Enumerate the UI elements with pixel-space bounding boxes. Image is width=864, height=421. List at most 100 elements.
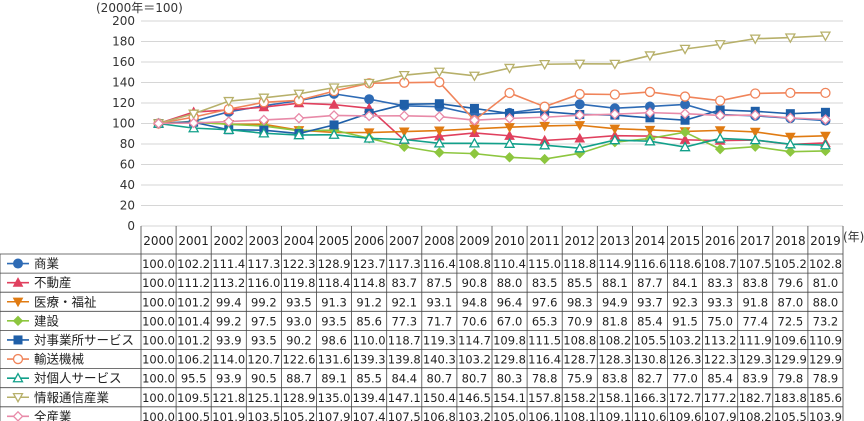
data-point bbox=[398, 133, 410, 144]
table-cell: 108.2 bbox=[739, 410, 772, 421]
table-cell: 139.4 bbox=[353, 391, 386, 405]
table-cell: 105.0 bbox=[493, 410, 526, 421]
data-point bbox=[539, 101, 550, 112]
data-point bbox=[258, 93, 270, 104]
data-point bbox=[714, 109, 726, 121]
table-cell: 130.8 bbox=[633, 353, 666, 367]
data-point bbox=[715, 95, 726, 106]
table-cell: 126.3 bbox=[669, 353, 702, 367]
y-tick-label: 100 bbox=[112, 117, 135, 131]
data-point bbox=[679, 127, 691, 138]
table-cell: 128.3 bbox=[598, 353, 631, 367]
table-cell: 129.8 bbox=[493, 353, 526, 367]
table-cell: 85.4 bbox=[637, 314, 663, 328]
x-tick-label: 2009 bbox=[459, 234, 490, 248]
table-cell: 103.9 bbox=[809, 410, 842, 421]
y-axis: 0 20 40 60 80 100 120 140 160 180 200 bbox=[112, 14, 135, 233]
legend-marker bbox=[13, 335, 23, 345]
table-cell: 84.1 bbox=[672, 276, 698, 290]
table-cell: 116.6 bbox=[633, 257, 666, 271]
y-tick-label: 180 bbox=[112, 35, 135, 49]
table-cell: 87.5 bbox=[427, 276, 453, 290]
data-point bbox=[749, 109, 761, 121]
data-point bbox=[749, 34, 761, 45]
data-point bbox=[679, 91, 691, 102]
table-cell: 172.7 bbox=[669, 391, 702, 405]
table-cell: 100.0 bbox=[142, 295, 175, 309]
table-cell: 95.5 bbox=[181, 372, 207, 386]
table-cell: 110.6 bbox=[633, 410, 666, 421]
table-cell: 118.8 bbox=[563, 257, 596, 271]
data-point bbox=[714, 132, 726, 143]
legend-label: 建設 bbox=[34, 313, 60, 328]
x-unit-label: (年) bbox=[843, 230, 864, 244]
x-tick-label: 2015 bbox=[670, 234, 701, 248]
legend-label: 対事業所サービス bbox=[34, 332, 134, 347]
table-cell: 107.4 bbox=[353, 410, 386, 421]
table-cell: 129.9 bbox=[809, 353, 842, 367]
data-point bbox=[679, 44, 691, 55]
table-cell: 100.0 bbox=[142, 353, 175, 367]
data-point bbox=[503, 63, 516, 74]
data-point bbox=[539, 139, 551, 150]
table-cell: 93.0 bbox=[286, 314, 312, 328]
table-cell: 128.9 bbox=[282, 391, 315, 405]
data-point bbox=[433, 137, 445, 148]
data-point bbox=[644, 125, 656, 136]
table-cell: 77.0 bbox=[672, 372, 698, 386]
data-point bbox=[188, 117, 200, 129]
table-cell: 111.2 bbox=[177, 276, 210, 290]
legend-label: 医療・福祉 bbox=[34, 294, 97, 309]
series bbox=[153, 88, 831, 129]
data-point bbox=[328, 83, 340, 94]
table-cell: 140.3 bbox=[423, 353, 456, 367]
table-cell: 83.7 bbox=[391, 276, 417, 290]
data-point bbox=[644, 135, 656, 146]
data-point bbox=[785, 146, 796, 157]
legend-entry: 医療・福祉 bbox=[7, 294, 97, 309]
table-cell: 108.7 bbox=[704, 257, 737, 271]
legend-entry: 商業 bbox=[7, 256, 60, 271]
table-cell: 93.9 bbox=[216, 333, 242, 347]
data-point bbox=[469, 114, 480, 126]
table-cell: 114.8 bbox=[353, 276, 386, 290]
table-cell: 91.3 bbox=[321, 295, 347, 309]
table-cell: 80.3 bbox=[497, 372, 523, 386]
table-cell: 93.5 bbox=[321, 314, 347, 328]
data-point bbox=[574, 142, 586, 153]
data-point bbox=[363, 110, 375, 122]
series-line bbox=[158, 93, 826, 125]
legend-label: 情報通信産業 bbox=[34, 390, 110, 405]
data-point bbox=[434, 99, 444, 109]
data-point bbox=[784, 112, 796, 124]
table-cell: 182.7 bbox=[739, 391, 772, 405]
data-point bbox=[504, 112, 515, 124]
data-point bbox=[539, 111, 551, 123]
table-cell: 88.0 bbox=[813, 295, 839, 309]
table-cell: 129.3 bbox=[739, 353, 772, 367]
table-cell: 103.2 bbox=[669, 333, 702, 347]
legend-entry: 対事業所サービス bbox=[7, 332, 134, 347]
y-tick-label: 20 bbox=[120, 199, 135, 213]
table-cell: 80.7 bbox=[427, 372, 453, 386]
data-point bbox=[293, 129, 305, 140]
table-cell: 109.6 bbox=[774, 333, 807, 347]
table-cell: 93.5 bbox=[251, 333, 277, 347]
table-cell: 77.3 bbox=[391, 314, 417, 328]
data-point bbox=[679, 108, 691, 120]
table-cell: 111.4 bbox=[212, 257, 245, 271]
table-cell: 90.5 bbox=[251, 372, 277, 386]
x-tick-label: 2007 bbox=[389, 234, 420, 248]
data-point bbox=[749, 127, 761, 138]
table-cell: 114.0 bbox=[212, 353, 245, 367]
table-cell: 94.8 bbox=[462, 295, 488, 309]
x-tick-label: 2010 bbox=[494, 234, 525, 248]
table-cell: 91.8 bbox=[742, 295, 768, 309]
table-cell: 101.2 bbox=[177, 333, 210, 347]
legend-label: 不動産 bbox=[34, 275, 72, 290]
table-cell: 89.1 bbox=[321, 372, 347, 386]
table-cell: 185.6 bbox=[809, 391, 842, 405]
table-cell: 81.8 bbox=[602, 314, 628, 328]
table-cell: 100.0 bbox=[142, 333, 175, 347]
table-cell: 93.3 bbox=[707, 295, 733, 309]
